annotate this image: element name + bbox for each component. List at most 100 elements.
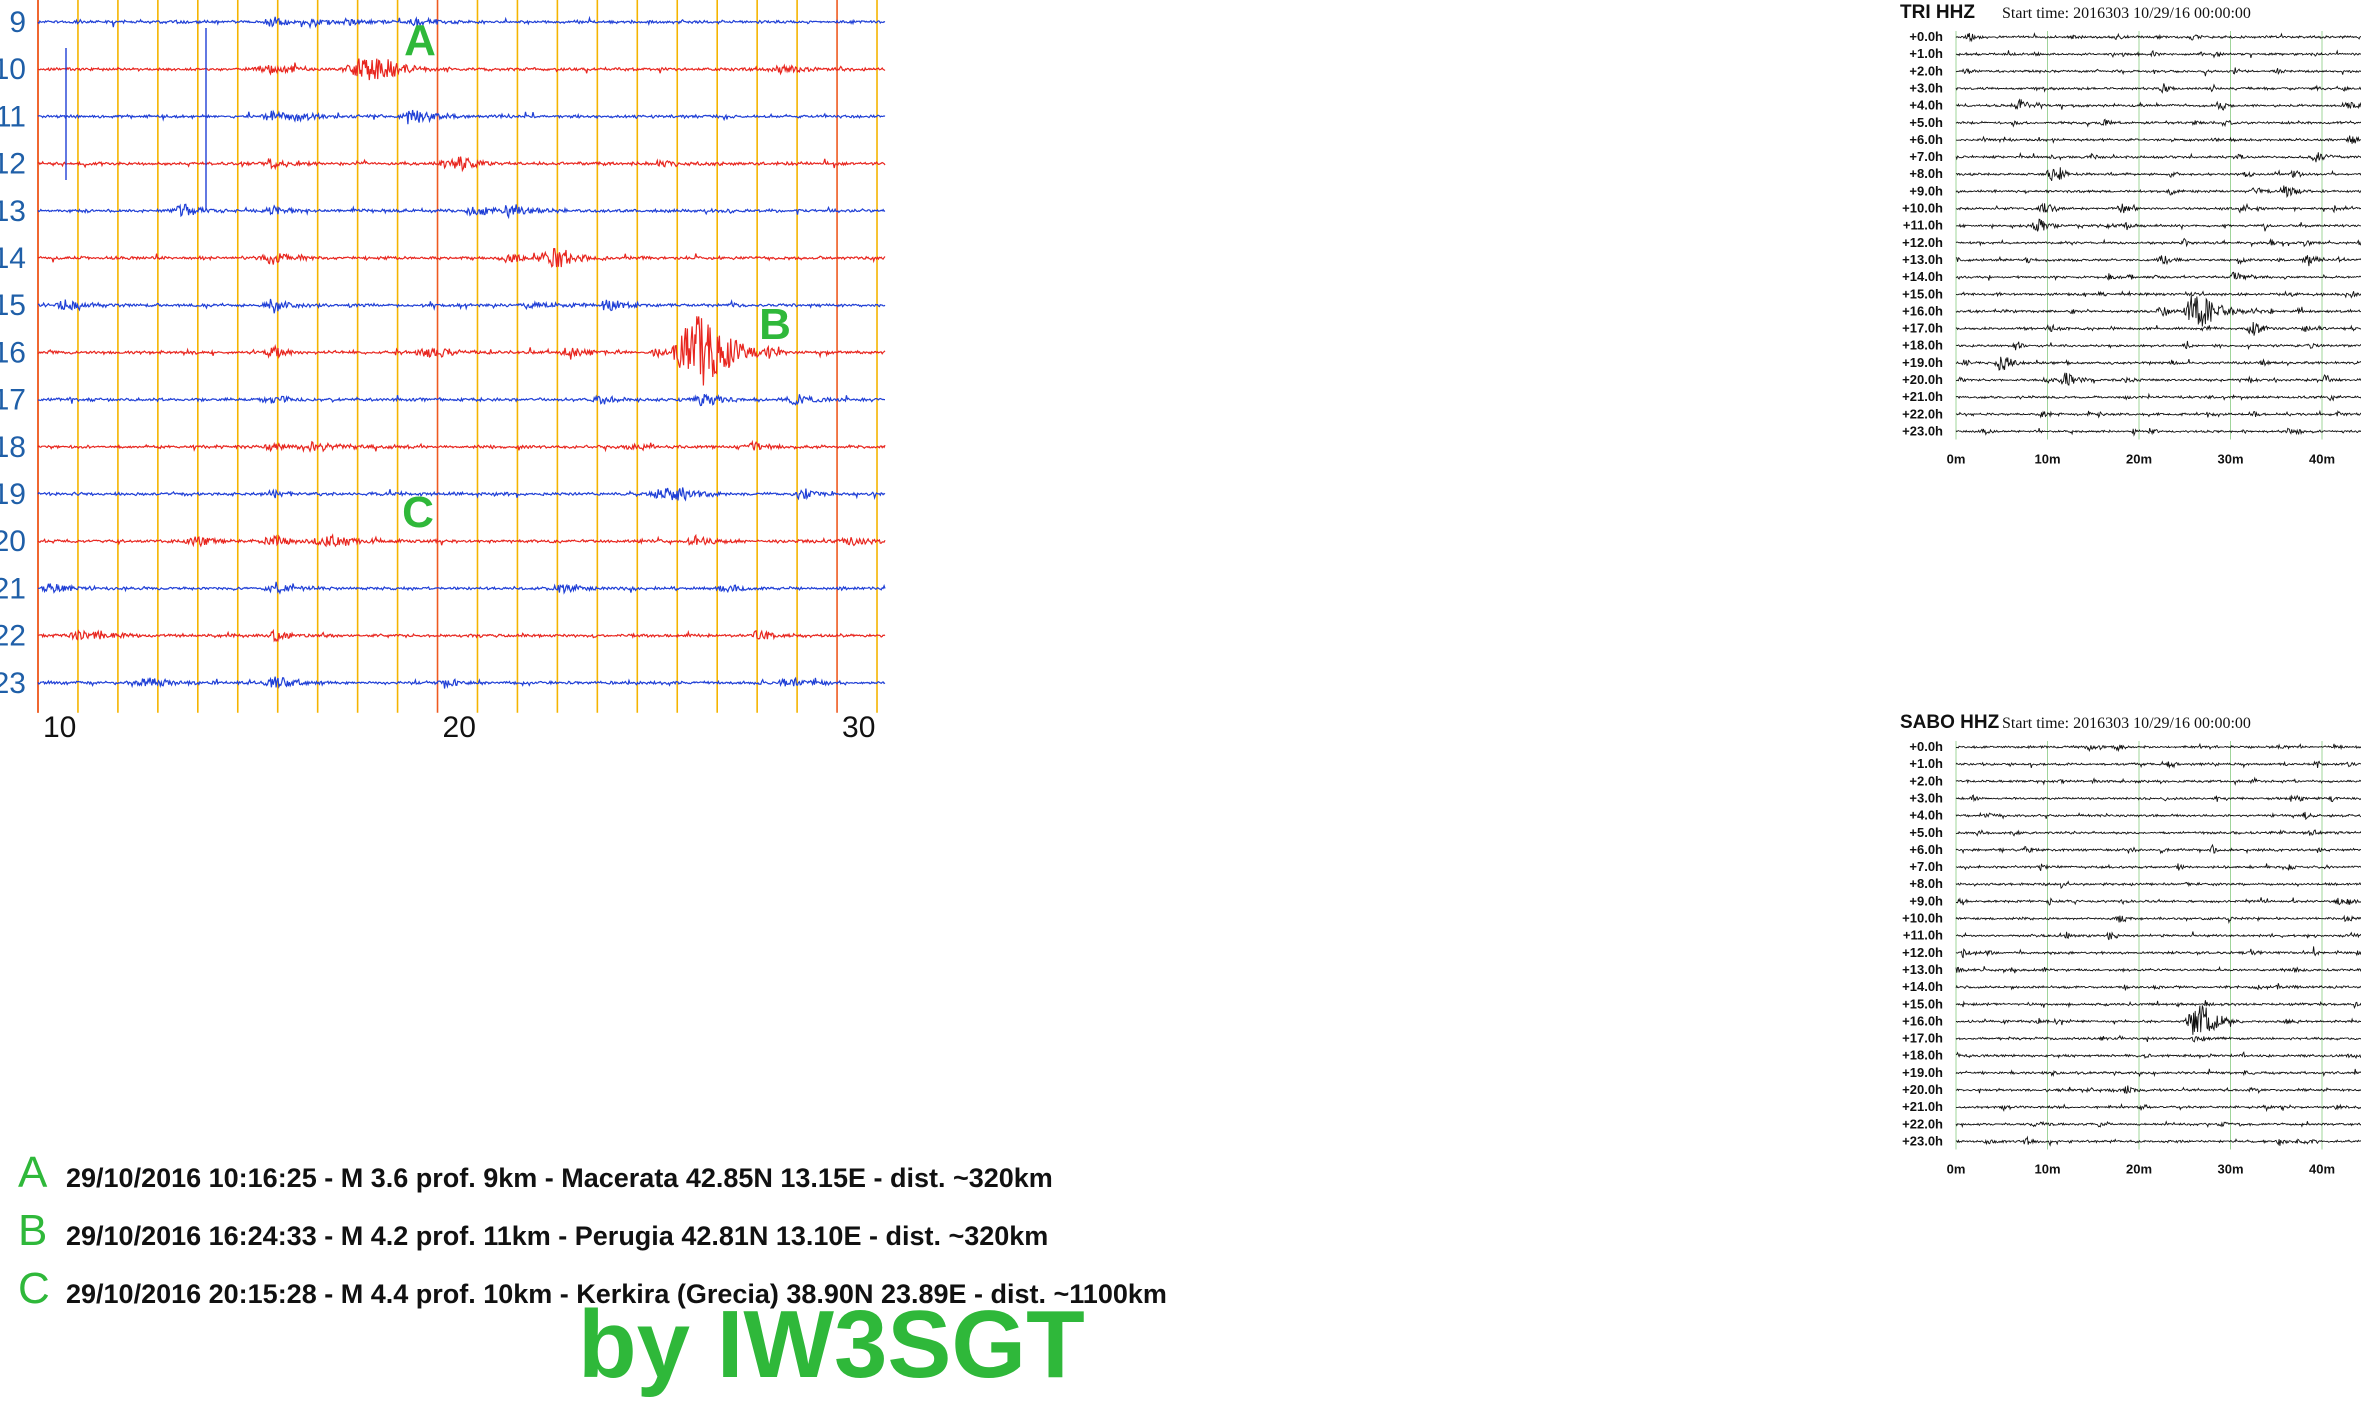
station-title: TRI HHZ	[1900, 2, 1975, 23]
seismic-trace-20	[37, 533, 886, 548]
seismic-trace-+21.0h	[1955, 1103, 2361, 1113]
sabo-helicorder: SABO HHZ Start time: 2016303 10/29/16 00:…	[1340, 710, 2361, 1410]
seismic-trace-21	[37, 581, 886, 595]
event-annotation-a: A	[404, 16, 436, 65]
seismic-trace-+20.0h	[1955, 372, 2361, 386]
hour-label-10: 10	[0, 53, 26, 86]
seismic-trace-+13.0h	[1955, 255, 2361, 267]
author-credit: by IW3SGT	[578, 1291, 1085, 1398]
x-tick-label-20: 20	[443, 711, 476, 744]
tri-helicorder-plot: TRI HHZ Start time: 2016303 10/29/16 00:0…	[1900, 2, 2361, 466]
seismic-trace-+9.0h	[1956, 897, 2361, 906]
seismic-trace-+2.0h	[1955, 776, 2361, 786]
seismic-trace-+0.0h	[1955, 32, 2361, 43]
legend-row-c: C 29/10/2016 20:15:28 - M 4.4 prof. 10km…	[18, 1264, 1318, 1322]
seismic-trace-+1.0h	[1955, 49, 2361, 59]
hour-label-+11.0h: +11.0h	[1903, 218, 1943, 233]
legend-letter-c: C	[18, 1264, 50, 1313]
hour-label-+15.0h: +15.0h	[1902, 996, 1943, 1011]
hour-label-15: 15	[0, 289, 26, 322]
seismic-trace-+19.0h	[1955, 356, 2361, 371]
hour-label-+7.0h: +7.0h	[1909, 859, 1943, 874]
seismic-trace-+0.0h	[1955, 742, 2361, 753]
local-helicorder-plot: 9 10 11 12 13 14 15 16 17 18 19 20 21 22 23 10 20 30 A B C	[0, 0, 886, 744]
seismic-trace-+6.0h	[1955, 843, 2361, 855]
hour-label-+1.0h: +1.0h	[1909, 756, 1943, 771]
legend-letter-a: A	[18, 1148, 48, 1197]
hour-label-+17.0h: +17.0h	[1902, 1031, 1943, 1046]
hour-label-+2.0h: +2.0h	[1909, 773, 1943, 788]
seismic-trace-9	[37, 15, 886, 30]
seismic-trace-18	[37, 439, 886, 454]
hour-label-+23.0h: +23.0h	[1902, 423, 1943, 438]
seismic-trace-10	[37, 58, 886, 81]
seismic-trace-+15.0h	[1955, 1000, 2361, 1009]
hour-label-+3.0h: +3.0h	[1909, 790, 1943, 805]
seismic-trace-+23.0h	[1955, 1135, 2361, 1147]
ten-minute-gridlines	[1955, 741, 2323, 1150]
seismic-trace-17	[37, 393, 885, 407]
local-helicorder: 9 10 11 12 13 14 15 16 17 18 19 20 21 22 23 10 20 30 A B C	[0, 0, 1345, 1120]
hour-label-23: 23	[0, 667, 26, 700]
seismic-trace-+5.0h	[1955, 829, 2361, 837]
hour-label-+19.0h: +19.0h	[1902, 1065, 1943, 1080]
seismic-trace-15	[37, 298, 886, 314]
x-tick-label-0m: 0m	[1947, 451, 1966, 466]
legend-row-a: A 29/10/2016 10:16:25 - M 3.6 prof. 9km …	[18, 1148, 1318, 1206]
x-tick-label-20m: 20m	[2126, 451, 2152, 466]
seismic-trace-+21.0h	[1955, 392, 2361, 402]
hour-label-+7.0h: +7.0h	[1909, 149, 1943, 164]
seismic-trace-+15.0h	[1955, 290, 2361, 299]
hour-label-+22.0h: +22.0h	[1902, 1116, 1943, 1131]
minute-gridlines	[37, 0, 878, 713]
hour-label-+10.0h: +10.0h	[1902, 201, 1943, 216]
legend-text-a: 29/10/2016 10:16:25 - M 3.6 prof. 9km - …	[66, 1163, 1053, 1193]
seismic-trace-+6.0h	[1955, 135, 2361, 144]
hour-label-+8.0h: +8.0h	[1909, 876, 1943, 891]
seismic-trace-+20.0h	[1955, 1085, 2361, 1094]
hour-label-+6.0h: +6.0h	[1909, 842, 1943, 857]
event-annotation-b: B	[759, 300, 791, 349]
hour-label-+10.0h: +10.0h	[1902, 911, 1943, 926]
event-annotation-c: C	[402, 488, 434, 537]
legend-text-c: 29/10/2016 20:15:28 - M 4.4 prof. 10km -…	[66, 1279, 1167, 1309]
hour-label-17: 17	[0, 384, 26, 417]
x-tick-label-40m: 40m	[2309, 451, 2335, 466]
x-tick-label-30m: 30m	[2217, 451, 2243, 466]
seismic-trace-+1.0h	[1955, 760, 2361, 769]
seismic-trace-+10.0h	[1955, 202, 2361, 214]
seismic-trace-+12.0h	[1955, 237, 2361, 248]
x-tick-label-10: 10	[43, 711, 76, 744]
seismic-trace-+14.0h	[1955, 271, 2361, 281]
seismic-trace-+2.0h	[1955, 67, 2361, 77]
hour-label-9: 9	[9, 6, 26, 39]
seismic-trace-23	[37, 676, 886, 689]
hour-label-+5.0h: +5.0h	[1909, 825, 1943, 840]
x-tick-label-30m: 30m	[2217, 1161, 2243, 1176]
hour-label-+18.0h: +18.0h	[1902, 1048, 1943, 1063]
seismic-trace-+19.0h	[1955, 1068, 2361, 1078]
hour-label-+13.0h: +13.0h	[1902, 962, 1943, 977]
station-title: SABO HHZ	[1900, 712, 2000, 733]
hour-label-+6.0h: +6.0h	[1909, 132, 1943, 147]
hour-label-+2.0h: +2.0h	[1909, 63, 1943, 78]
seismic-trace-16	[38, 316, 886, 386]
legend-text-b: 29/10/2016 16:24:33 - M 4.2 prof. 11km -…	[66, 1221, 1049, 1251]
hour-label-+8.0h: +8.0h	[1909, 166, 1943, 181]
hour-label-19: 19	[0, 478, 26, 511]
hour-label-+3.0h: +3.0h	[1909, 80, 1943, 95]
hour-label-+23.0h: +23.0h	[1902, 1133, 1943, 1148]
hour-label-+4.0h: +4.0h	[1909, 808, 1943, 823]
seismic-trace-+3.0h	[1955, 794, 2361, 803]
legend-row-b: B 29/10/2016 16:24:33 - M 4.2 prof. 11km…	[18, 1206, 1318, 1264]
hour-label-18: 18	[0, 431, 26, 464]
x-tick-label-20m: 20m	[2126, 1161, 2152, 1176]
hour-label-+13.0h: +13.0h	[1902, 252, 1943, 267]
ten-minute-gridlines	[1955, 31, 2323, 440]
seismic-trace-+10.0h	[1955, 914, 2361, 925]
hour-label-20: 20	[0, 525, 26, 558]
hour-label-12: 12	[0, 148, 26, 181]
seismic-trace-+16.0h	[1955, 295, 2361, 327]
seismic-trace-+18.0h	[1955, 1051, 2361, 1060]
seismic-trace-+3.0h	[1955, 83, 2361, 94]
